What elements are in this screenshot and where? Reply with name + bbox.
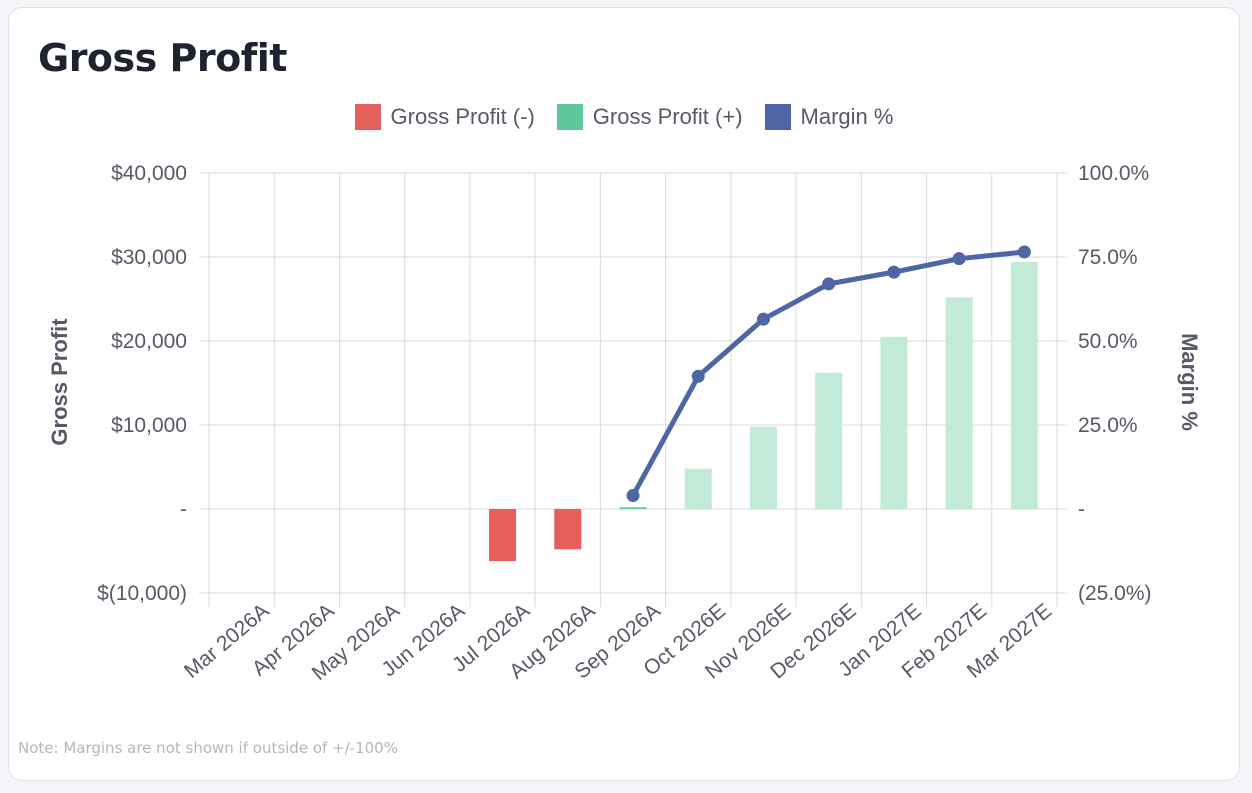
bar-positive — [684, 468, 712, 509]
bar-positive — [815, 372, 843, 509]
bar-positive — [619, 507, 647, 509]
y2-tick-label: 25.0% — [1078, 414, 1138, 437]
margin-point — [691, 369, 705, 383]
chart-legend: Gross Profit (-) Gross Profit (+) Margin… — [9, 104, 1239, 130]
y-tick-label: $(10,000) — [97, 582, 187, 605]
y-tick-label: - — [180, 498, 187, 521]
y2-tick-label: - — [1078, 498, 1085, 521]
legend-item-negative[interactable]: Gross Profit (-) — [354, 104, 535, 130]
y2-tick-label: 50.0% — [1078, 330, 1138, 353]
legend-item-margin[interactable]: Margin % — [764, 104, 894, 130]
y-tick-label: $10,000 — [111, 414, 187, 437]
y-tick-label: $20,000 — [111, 330, 187, 353]
legend-item-positive[interactable]: Gross Profit (+) — [556, 104, 743, 130]
legend-swatch-margin — [764, 104, 791, 130]
margin-point — [822, 277, 836, 291]
margin-point — [626, 489, 640, 503]
y2-tick-label: 75.0% — [1078, 246, 1138, 269]
margin-point — [952, 252, 966, 266]
legend-swatch-negative — [354, 104, 381, 130]
bars — [489, 262, 1038, 562]
bar-negative — [554, 509, 582, 550]
y2-axis-title: Margin % — [1177, 333, 1202, 431]
chart-title: Gross Profit — [38, 36, 287, 80]
footnote: Note: Margins are not shown if outside o… — [18, 739, 398, 757]
legend-label-margin: Margin % — [800, 104, 894, 129]
y2-tick-label: 100.0% — [1078, 162, 1149, 185]
legend-swatch-positive — [556, 104, 583, 130]
bar-positive — [880, 336, 908, 509]
legend-label-positive: Gross Profit (+) — [592, 104, 743, 129]
y-tick-label: $40,000 — [111, 162, 187, 185]
bar-negative — [489, 509, 517, 562]
chart-card: Gross Profit Gross Profit (-) Gross Prof… — [8, 7, 1240, 781]
grid-lines — [199, 172, 1067, 607]
margin-point — [756, 312, 770, 326]
bar-positive — [945, 297, 973, 509]
bar-positive — [749, 426, 777, 509]
margin-point — [1017, 245, 1031, 259]
y-tick-label: $30,000 — [111, 246, 187, 269]
y-axis-title: Gross Profit — [47, 318, 72, 446]
margin-point — [887, 265, 901, 279]
legend-label-negative: Gross Profit (-) — [390, 104, 535, 129]
bar-positive — [1010, 262, 1038, 509]
y2-tick-label: (25.0%) — [1078, 582, 1152, 605]
margin-line — [626, 245, 1031, 503]
